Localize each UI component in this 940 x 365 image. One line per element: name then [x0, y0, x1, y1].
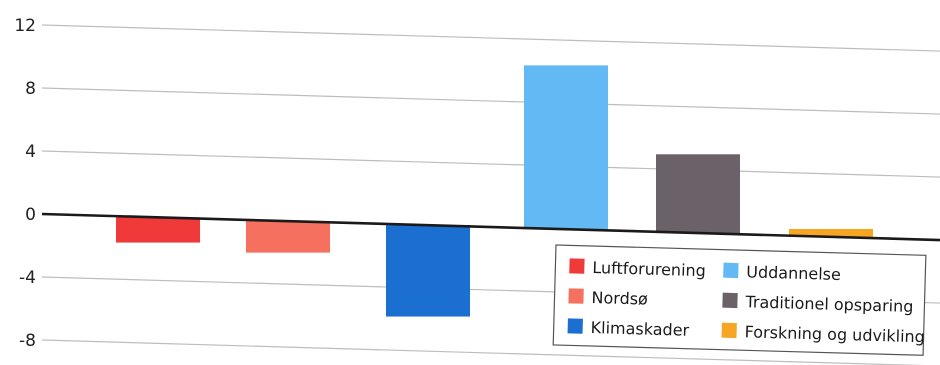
legend: LuftforureningUddannelseNordsøTraditione… — [553, 245, 927, 355]
y-tick-label: 4 — [25, 142, 36, 162]
legend-swatch — [723, 263, 738, 278]
legend-swatch — [722, 293, 737, 308]
legend-label: Uddannelse — [746, 262, 841, 284]
bar-nordsø — [246, 221, 330, 253]
legend-label: Luftforurening — [592, 258, 706, 280]
y-tick-label: 0 — [25, 205, 36, 225]
gridline — [42, 151, 940, 177]
bar-traditionel-opsparing — [656, 154, 740, 233]
legend-swatch — [721, 323, 736, 338]
gridline — [42, 25, 940, 51]
gridline — [42, 88, 940, 114]
y-tick-label: 8 — [25, 79, 36, 99]
y-tick-label: -4 — [19, 268, 36, 288]
legend-swatch — [568, 288, 583, 303]
bar-uddannelse — [524, 65, 608, 229]
bar-klimaskader — [386, 225, 470, 316]
legend-swatch — [568, 318, 583, 333]
legend-label: Klimaskader — [590, 318, 689, 340]
y-tick-label: -8 — [19, 331, 36, 351]
bar-luftforurening — [116, 217, 200, 242]
legend-swatch — [569, 258, 584, 273]
y-axis-ticks: 12 8 4 0 -4 -8 — [14, 16, 36, 351]
legend-group: LuftforureningUddannelseNordsøTraditione… — [553, 245, 927, 355]
y-tick-label: 12 — [14, 16, 36, 36]
legend-label: Nordsø — [591, 288, 648, 309]
